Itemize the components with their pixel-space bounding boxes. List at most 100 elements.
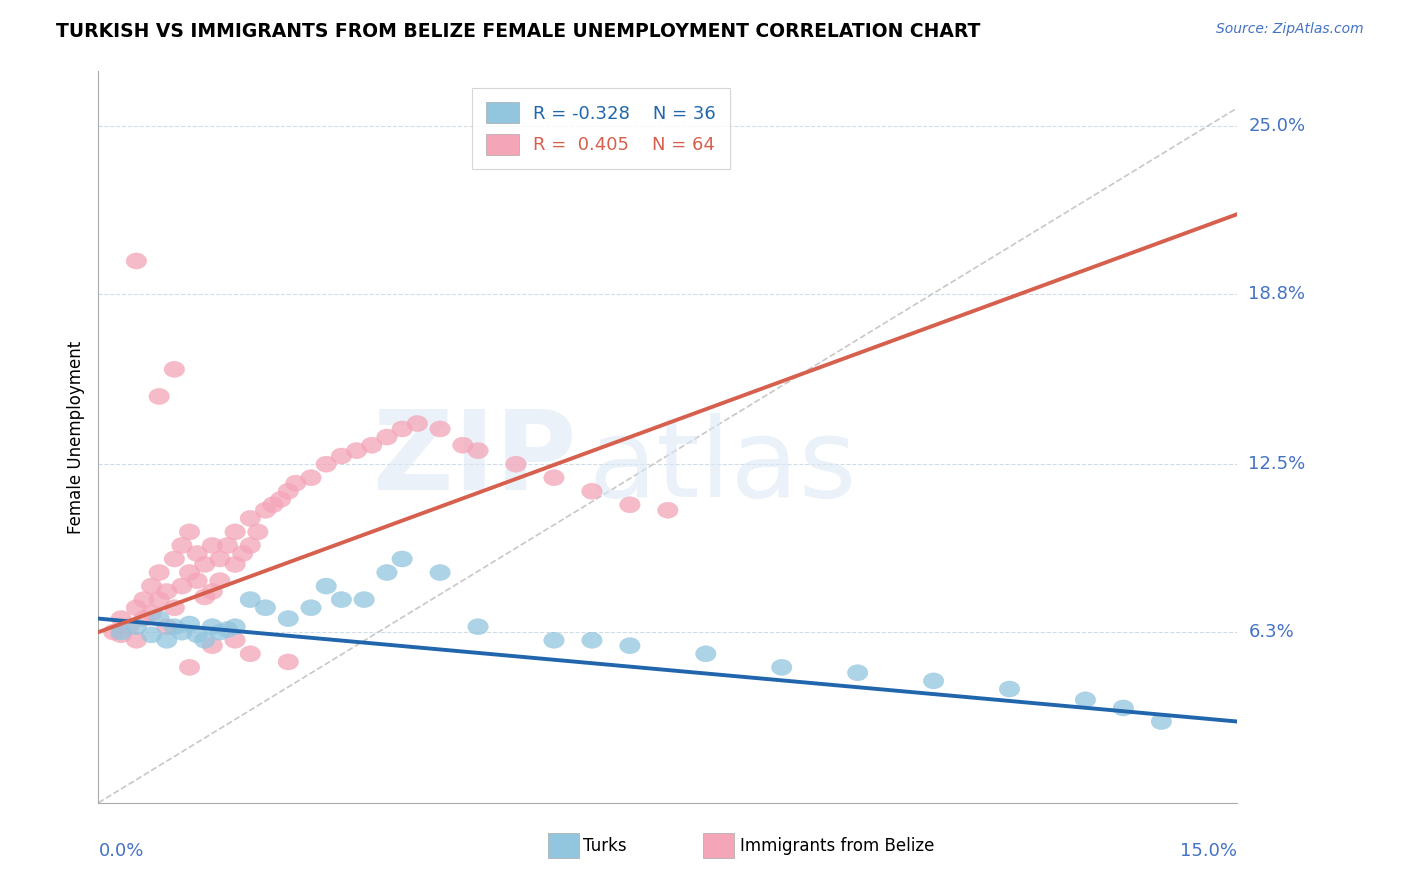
Ellipse shape (285, 475, 307, 491)
Ellipse shape (316, 578, 336, 594)
Ellipse shape (240, 537, 260, 554)
Ellipse shape (301, 599, 321, 615)
Ellipse shape (582, 632, 602, 648)
Ellipse shape (209, 624, 231, 640)
Ellipse shape (156, 583, 177, 599)
Ellipse shape (225, 557, 245, 573)
Ellipse shape (278, 654, 298, 670)
Ellipse shape (544, 632, 564, 648)
Ellipse shape (165, 551, 184, 567)
Ellipse shape (194, 589, 215, 605)
Ellipse shape (1076, 692, 1095, 708)
Ellipse shape (218, 537, 238, 554)
Ellipse shape (142, 578, 162, 594)
Ellipse shape (134, 591, 155, 607)
Text: 15.0%: 15.0% (1180, 842, 1237, 860)
Ellipse shape (172, 578, 193, 594)
Ellipse shape (104, 624, 124, 640)
Ellipse shape (620, 638, 640, 654)
Ellipse shape (156, 632, 177, 648)
Ellipse shape (256, 599, 276, 615)
Ellipse shape (149, 388, 169, 404)
Ellipse shape (332, 591, 352, 607)
Ellipse shape (270, 491, 291, 508)
Text: Source: ZipAtlas.com: Source: ZipAtlas.com (1216, 22, 1364, 37)
Ellipse shape (256, 502, 276, 518)
Text: 12.5%: 12.5% (1249, 455, 1306, 473)
Ellipse shape (301, 470, 321, 486)
Ellipse shape (127, 619, 146, 635)
Ellipse shape (156, 619, 177, 635)
Text: 6.3%: 6.3% (1249, 624, 1294, 641)
Text: atlas: atlas (588, 413, 856, 520)
Ellipse shape (218, 622, 238, 638)
Ellipse shape (142, 605, 162, 621)
Ellipse shape (202, 619, 222, 635)
Ellipse shape (180, 616, 200, 632)
Ellipse shape (142, 627, 162, 643)
Ellipse shape (392, 551, 412, 567)
Ellipse shape (111, 627, 131, 643)
Ellipse shape (278, 483, 298, 500)
Ellipse shape (149, 610, 169, 627)
Ellipse shape (202, 583, 222, 599)
Ellipse shape (392, 421, 412, 437)
Ellipse shape (278, 610, 298, 627)
Ellipse shape (1000, 681, 1019, 697)
Ellipse shape (1114, 700, 1133, 716)
Ellipse shape (187, 573, 207, 589)
Ellipse shape (180, 659, 200, 675)
Ellipse shape (408, 416, 427, 432)
Ellipse shape (165, 599, 184, 615)
Ellipse shape (194, 557, 215, 573)
Ellipse shape (240, 510, 260, 526)
Ellipse shape (180, 565, 200, 581)
Ellipse shape (453, 437, 472, 453)
Ellipse shape (332, 448, 352, 464)
Ellipse shape (194, 632, 215, 648)
Ellipse shape (544, 470, 564, 486)
Ellipse shape (209, 573, 231, 589)
Ellipse shape (127, 599, 146, 615)
Ellipse shape (187, 627, 207, 643)
Ellipse shape (582, 483, 602, 500)
Ellipse shape (658, 502, 678, 518)
Ellipse shape (1152, 714, 1171, 730)
Ellipse shape (354, 591, 374, 607)
Ellipse shape (361, 437, 382, 453)
Ellipse shape (240, 646, 260, 662)
Ellipse shape (202, 638, 222, 654)
Ellipse shape (149, 565, 169, 581)
Ellipse shape (111, 624, 131, 640)
Ellipse shape (111, 610, 131, 627)
Text: Turks: Turks (583, 837, 627, 855)
Ellipse shape (118, 619, 139, 635)
Ellipse shape (430, 565, 450, 581)
Y-axis label: Female Unemployment: Female Unemployment (66, 341, 84, 533)
Ellipse shape (316, 456, 336, 472)
Ellipse shape (180, 524, 200, 540)
Ellipse shape (187, 546, 207, 562)
Text: 0.0%: 0.0% (98, 842, 143, 860)
Ellipse shape (247, 524, 269, 540)
Text: 18.8%: 18.8% (1249, 285, 1305, 302)
Ellipse shape (346, 442, 367, 458)
Ellipse shape (172, 624, 193, 640)
Ellipse shape (165, 619, 184, 635)
Ellipse shape (377, 565, 396, 581)
Ellipse shape (772, 659, 792, 675)
Ellipse shape (263, 497, 283, 513)
Ellipse shape (848, 665, 868, 681)
Ellipse shape (240, 591, 260, 607)
Ellipse shape (202, 537, 222, 554)
Ellipse shape (506, 456, 526, 472)
Ellipse shape (225, 524, 245, 540)
Ellipse shape (172, 537, 193, 554)
Ellipse shape (127, 253, 146, 269)
Ellipse shape (209, 551, 231, 567)
Ellipse shape (232, 546, 253, 562)
Legend: R = -0.328    N = 36, R =  0.405    N = 64: R = -0.328 N = 36, R = 0.405 N = 64 (472, 87, 731, 169)
Ellipse shape (225, 619, 245, 635)
Ellipse shape (696, 646, 716, 662)
Ellipse shape (924, 673, 943, 689)
